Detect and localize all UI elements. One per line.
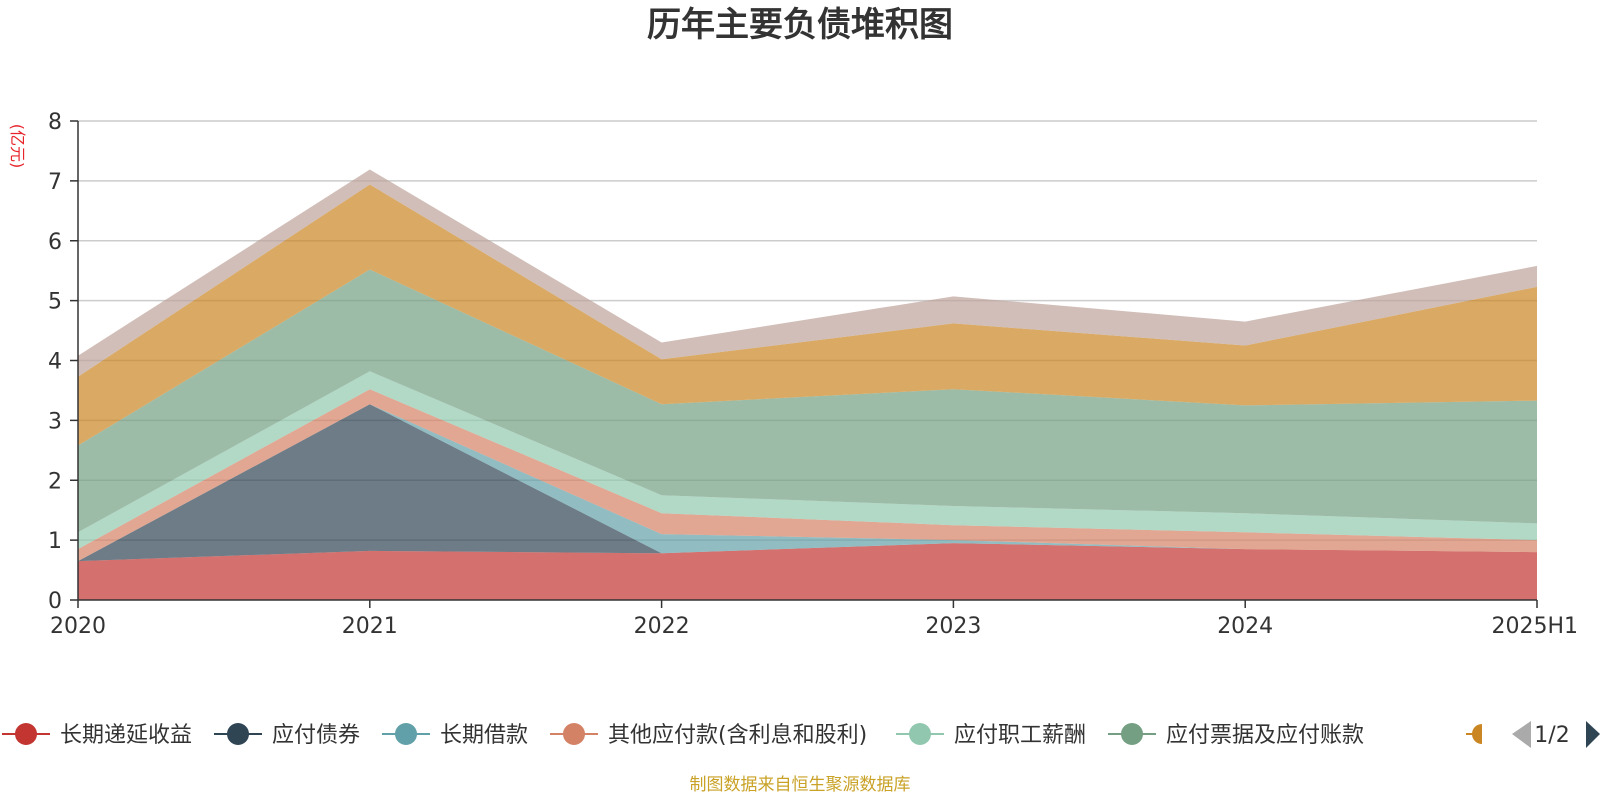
- legend-item[interactable]: [1466, 724, 1482, 744]
- legend-prev-icon[interactable]: [1512, 721, 1531, 748]
- area-series: [78, 169, 1537, 600]
- legend-label: 长期借款: [440, 723, 528, 748]
- y-tick-label: 8: [48, 110, 62, 135]
- y-tick-label: 2: [48, 469, 62, 494]
- area-series-5: [78, 371, 1537, 550]
- x-tick-label: 2020: [50, 614, 106, 639]
- legend-item[interactable]: 长期借款: [382, 723, 528, 748]
- y-axis-tick-labels: 0 1 2 3 4 5 6 7 8: [48, 110, 78, 614]
- area-series-1: [78, 543, 1537, 600]
- data-source-note: 制图数据来自恒生聚源数据库: [690, 775, 911, 795]
- legend-label: 应付票据及应付账款: [1166, 723, 1364, 748]
- area-series-7: [78, 184, 1537, 446]
- area-series-4: [78, 389, 1537, 562]
- x-tick-label: 2022: [634, 614, 690, 639]
- legend-item[interactable]: 其他应付款(含利息和股利): [550, 723, 867, 748]
- legend-marker: [1121, 723, 1143, 745]
- y-tick-label: 6: [48, 230, 62, 255]
- chart-title: 历年主要负债堆积图: [647, 5, 953, 45]
- legend-item[interactable]: 应付债券: [214, 723, 360, 748]
- area-series-2: [78, 404, 1537, 562]
- legend-pager[interactable]: 1/2: [1512, 721, 1600, 748]
- legend-marker: [227, 723, 249, 745]
- legend-label: 应付债券: [272, 723, 360, 748]
- legend-item[interactable]: 应付票据及应付账款: [1108, 723, 1364, 748]
- area-series-6: [78, 269, 1537, 533]
- y-axis-unit-label: (亿元): [8, 124, 27, 169]
- legend-marker: [395, 723, 417, 745]
- legend-label: 应付职工薪酬: [954, 723, 1086, 748]
- legend-item[interactable]: 应付职工薪酬: [896, 723, 1086, 748]
- legend: 长期递延收益 应付债券 长期借款 其他应付款(含利息和股利) 应付职工薪酬 应付票据及应付…: [2, 723, 1482, 748]
- y-tick-label: 4: [48, 350, 62, 375]
- legend-page-indicator: 1/2: [1534, 723, 1569, 748]
- x-tick-label: 2023: [925, 614, 981, 639]
- x-tick-label: 2024: [1217, 614, 1273, 639]
- legend-next-icon[interactable]: [1586, 721, 1600, 748]
- y-tick-label: 7: [48, 170, 62, 195]
- legend-item[interactable]: 长期递延收益: [2, 723, 192, 748]
- legend-label: 其他应付款(含利息和股利): [608, 723, 867, 748]
- x-axis-tick-labels: 2020 2021 2022 2023 2024 2025H1: [50, 600, 1578, 639]
- legend-marker: [909, 723, 931, 745]
- y-tick-label: 3: [48, 409, 62, 434]
- legend-label: 长期递延收益: [60, 723, 192, 748]
- y-tick-label: 1: [48, 529, 62, 554]
- area-series-8: [78, 169, 1537, 377]
- x-tick-label: 2021: [342, 614, 398, 639]
- x-tick-label: 2025H1: [1491, 614, 1578, 639]
- legend-marker: [15, 723, 37, 745]
- y-tick-label: 0: [48, 589, 62, 614]
- legend-marker: [1472, 724, 1482, 744]
- legend-marker: [563, 723, 585, 745]
- y-tick-label: 5: [48, 290, 62, 315]
